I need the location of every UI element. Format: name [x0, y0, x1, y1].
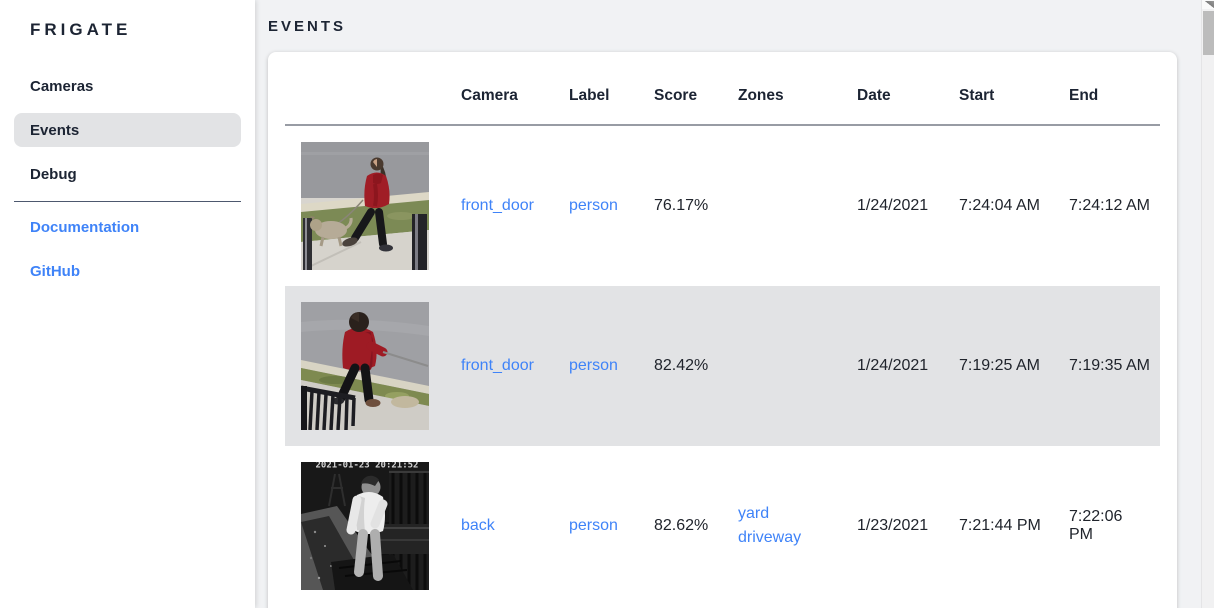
score-cell: 82.62%: [654, 517, 709, 534]
label-link[interactable]: person: [569, 197, 618, 214]
start-cell: 7:21:44 PM: [959, 517, 1041, 534]
label-link[interactable]: person: [569, 517, 618, 534]
events-table-body: front_door person 76.17% 1/24/2021 7:24:04 A…: [285, 126, 1160, 606]
column-header-label: Label: [569, 87, 610, 104]
label-cell: person: [569, 517, 654, 535]
date-cell: 1/24/2021: [857, 357, 929, 374]
score-cell: 76.17%: [654, 197, 709, 214]
zone-link[interactable]: driveway: [738, 529, 802, 546]
event-thumbnail-image: [301, 142, 429, 270]
event-thumbnail[interactable]: [301, 142, 429, 270]
app-brand: FRIGATE: [30, 20, 132, 39]
scrollbar-corner-grip-icon: [1202, 0, 1214, 9]
thumbnail-cell: [285, 142, 461, 270]
sidebar-links: Documentation GitHub: [0, 210, 255, 288]
svg-text:2021-01-23 20:21:52: 2021-01-23 20:21:52: [316, 462, 419, 471]
start-cell: 7:24:04 AM: [959, 197, 1040, 214]
table-row[interactable]: front_door person 76.17% 1/24/2021 7:24:04 A…: [285, 126, 1160, 286]
events-card: Camera Label Score Zones Date Start End fro: [268, 52, 1177, 608]
table-row[interactable]: 2021-01-23 20:21:52 back person 82.62% yard…: [285, 446, 1160, 606]
sidebar-link-github[interactable]: GitHub: [30, 262, 80, 280]
column-header-end: End: [1069, 87, 1099, 104]
date-cell: 1/23/2021: [857, 517, 929, 534]
label-cell: person: [569, 197, 654, 215]
end-cell: 7:22:06 PM: [1069, 508, 1123, 543]
scrollbar-thumb[interactable]: [1203, 11, 1214, 55]
thumbnail-cell: [285, 302, 461, 430]
score-cell: 82.42%: [654, 357, 709, 374]
column-header-camera: Camera: [461, 87, 518, 104]
column-header-thumbnail: [285, 80, 461, 96]
column-header-score: Score: [654, 87, 698, 104]
thumbnail-cell: 2021-01-23 20:21:52: [285, 462, 461, 590]
date-cell: 1/24/2021: [857, 197, 929, 214]
column-header-start: Start: [959, 87, 995, 104]
column-header-date: Date: [857, 87, 891, 104]
sidebar-divider: [14, 201, 241, 202]
camera-cell: front_door: [461, 197, 569, 215]
sidebar-link-documentation[interactable]: Documentation: [30, 218, 140, 236]
camera-link[interactable]: front_door: [461, 197, 534, 214]
table-row[interactable]: front_door person 82.42% 1/24/2021 7:19:25 A…: [285, 286, 1160, 446]
camera-link[interactable]: front_door: [461, 357, 534, 374]
event-thumbnail-image: 2021-01-23 20:21:52: [301, 462, 429, 590]
table-header-row: Camera Label Score Zones Date Start End: [285, 52, 1160, 126]
label-link[interactable]: person: [569, 357, 618, 374]
camera-cell: back: [461, 517, 569, 535]
camera-link[interactable]: back: [461, 517, 495, 534]
end-cell: 7:19:35 AM: [1069, 357, 1150, 374]
zones-cell: yard driveway: [738, 502, 857, 550]
column-header-zones: Zones: [738, 87, 784, 104]
main-content: EVENTS Camera Label Score Zones Date Start End: [255, 0, 1214, 608]
zone-link[interactable]: yard: [738, 505, 770, 522]
page-title: EVENTS: [268, 18, 347, 35]
label-cell: person: [569, 357, 654, 375]
sidebar-item-cameras[interactable]: Cameras: [30, 77, 94, 95]
start-cell: 7:19:25 AM: [959, 357, 1040, 374]
sidebar-nav: Cameras Events Debug: [0, 69, 255, 191]
sidebar-item-events[interactable]: Events: [14, 113, 241, 147]
camera-cell: front_door: [461, 357, 569, 375]
end-cell: 7:24:12 AM: [1069, 197, 1150, 214]
vertical-scrollbar[interactable]: [1201, 0, 1214, 608]
event-thumbnail[interactable]: [301, 302, 429, 430]
event-thumbnail[interactable]: 2021-01-23 20:21:52: [301, 462, 429, 590]
event-thumbnail-image: [301, 302, 429, 430]
sidebar-item-debug[interactable]: Debug: [30, 165, 77, 183]
sidebar: FRIGATE Cameras Events Debug Documentation…: [0, 0, 255, 608]
